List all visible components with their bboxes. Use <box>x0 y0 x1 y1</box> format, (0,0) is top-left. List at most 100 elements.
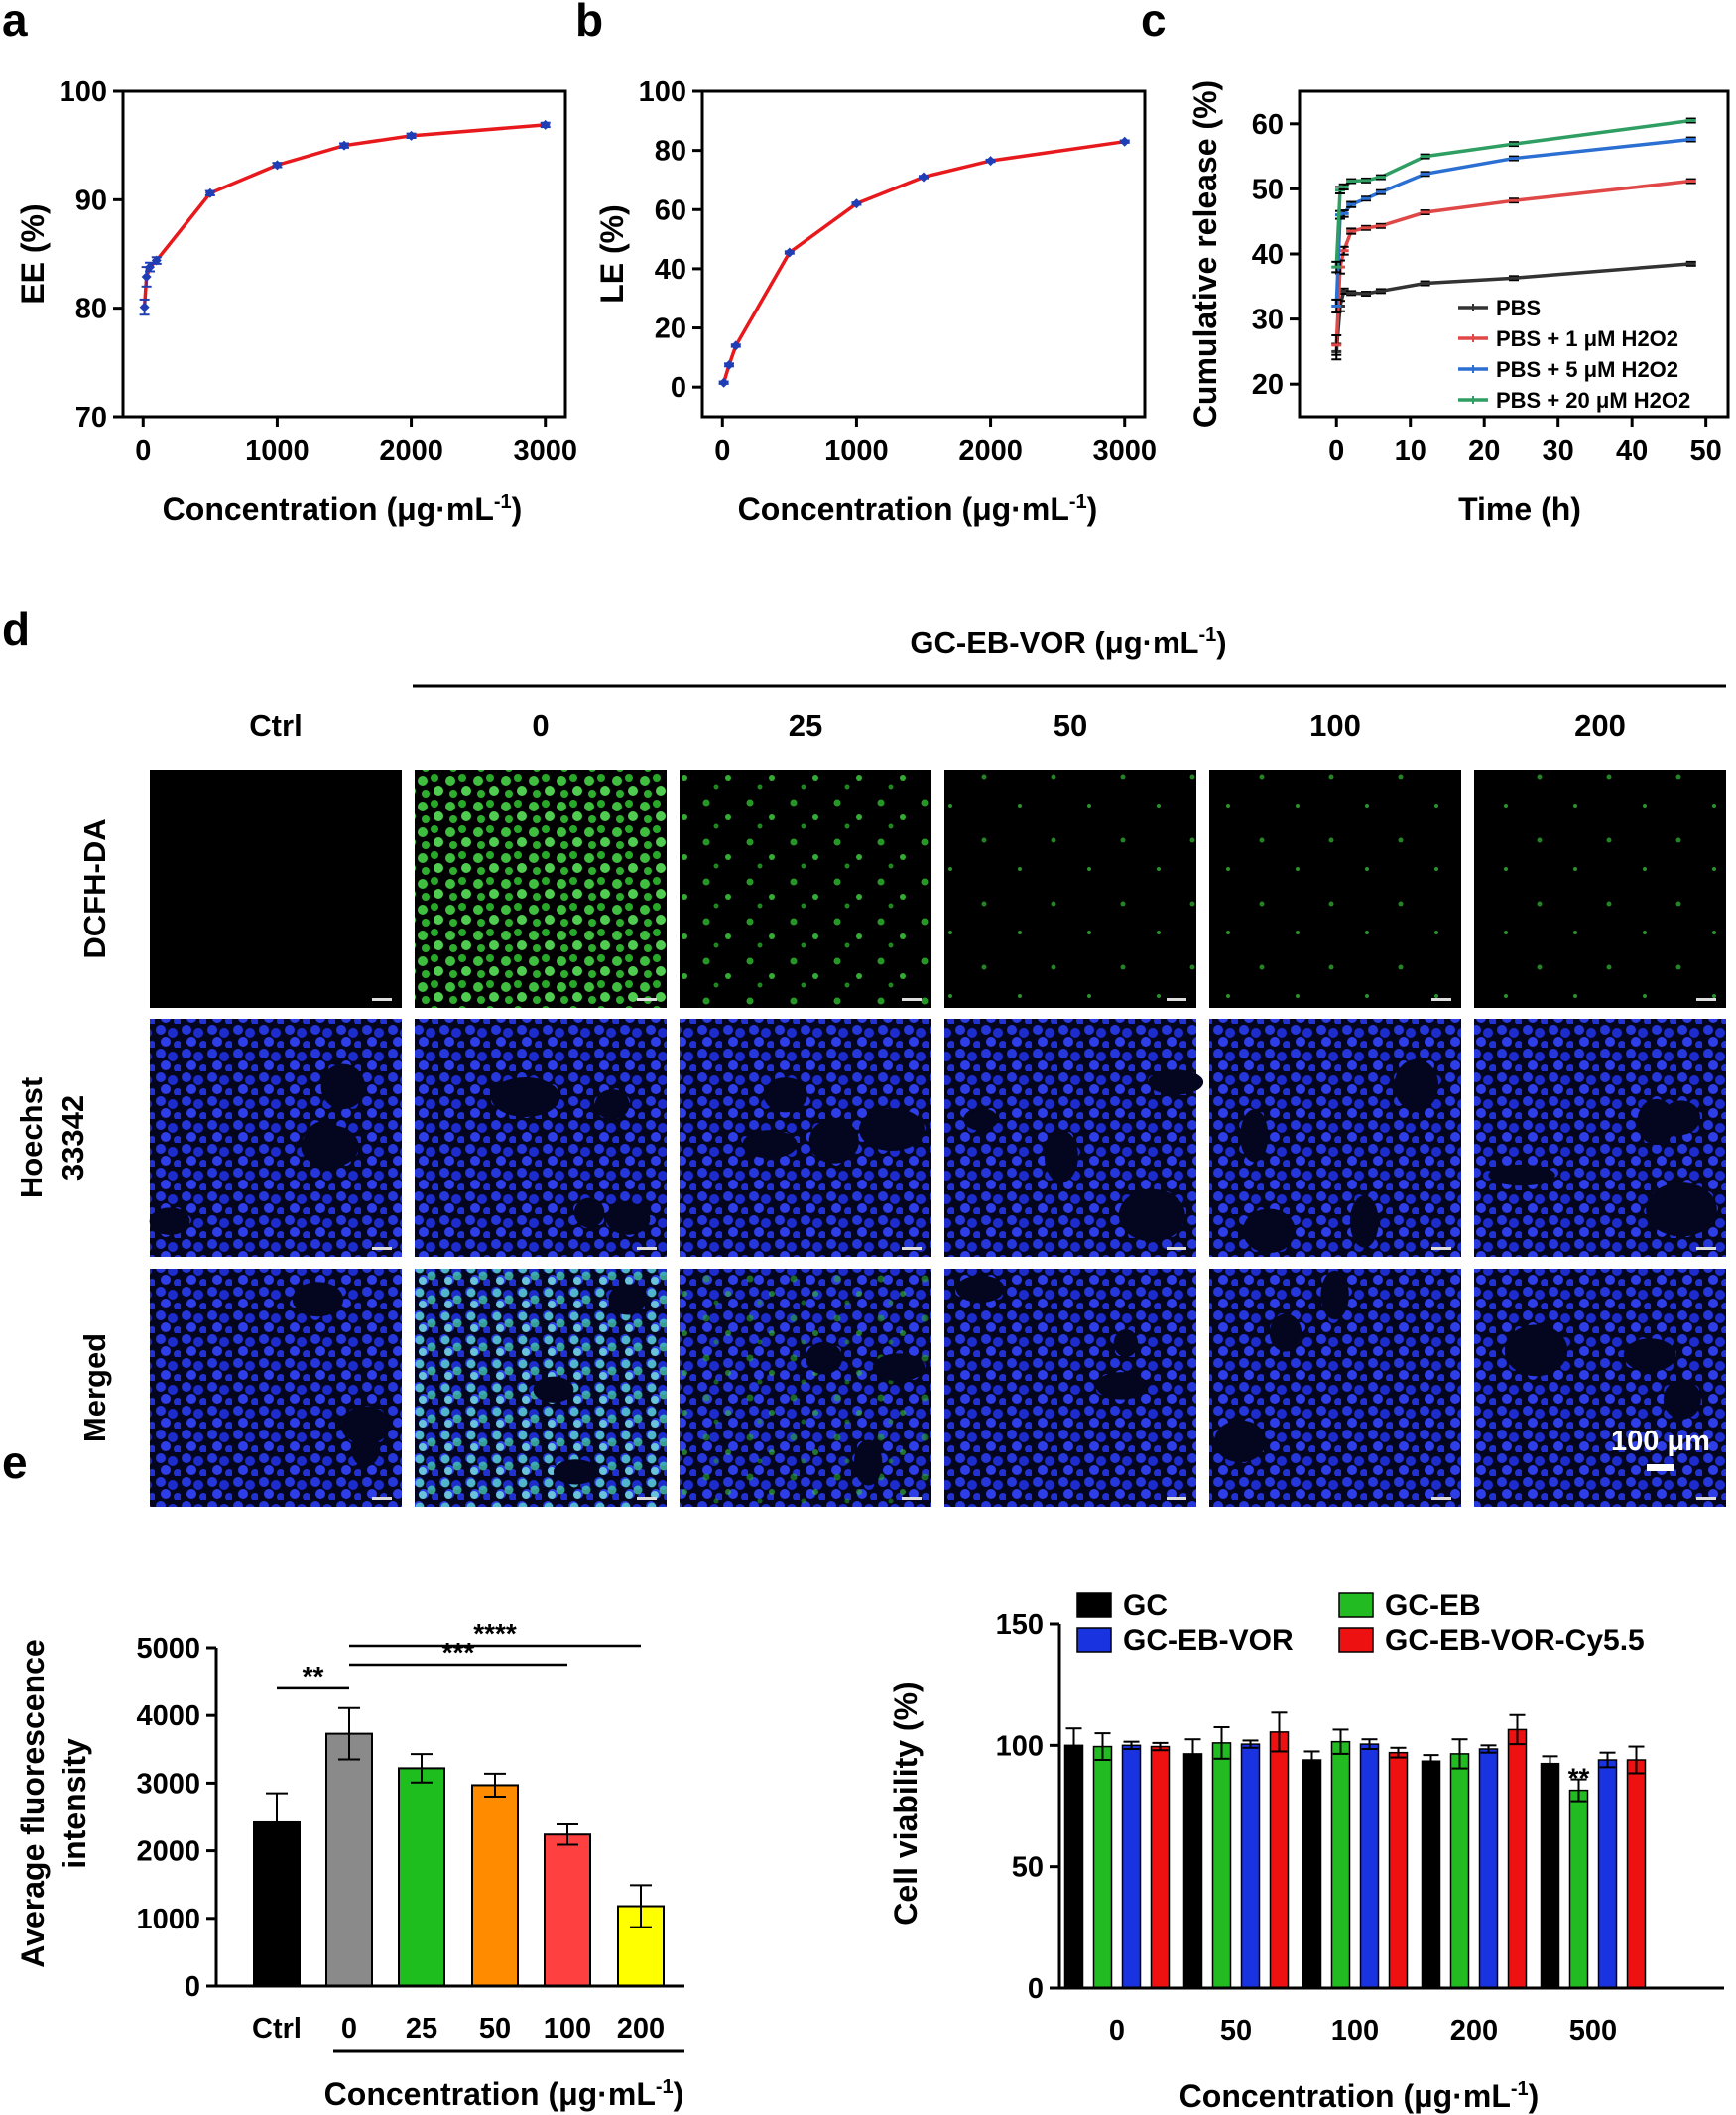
chart-b-point <box>730 340 741 351</box>
chart-f-bar-3-1 <box>1449 1753 1470 1989</box>
chart-c-y-title: Cumulative release (%) <box>1187 80 1223 428</box>
panel-letter-e: e <box>2 1436 28 1488</box>
hoechst-gap <box>1646 1182 1717 1237</box>
hoechst-gap <box>491 1076 560 1118</box>
hoechst-gap <box>963 1107 999 1131</box>
chart-b-x-title: Concentration (μg·mL-1) <box>738 491 1098 527</box>
chart-a-xtick-label: 1000 <box>245 435 310 467</box>
chart-a-frame <box>121 89 567 419</box>
column-label-0: Ctrl <box>249 708 302 743</box>
chart-c-xtick-label: 30 <box>1543 435 1574 467</box>
merged-overlay-2 <box>680 1269 931 1507</box>
chart-b-point <box>724 359 735 370</box>
chart-f-legend-swatch-1 <box>1338 1592 1374 1618</box>
chart-e-bar-3 <box>471 1784 519 1988</box>
chart-a-point <box>406 130 417 141</box>
chart-f-category-label: 100 <box>1331 2015 1379 2047</box>
chart-c-xtick-label: 50 <box>1690 435 1722 467</box>
chart-f-ytick-label: 50 <box>1012 1852 1044 1884</box>
chart-a: 0 1000 2000 3000 70 80 90 100 EE (%) Concentrat… <box>15 76 577 527</box>
chart-e-ytick-label: 0 <box>185 1971 200 2003</box>
chart-b-ytick-label: 80 <box>655 136 686 168</box>
merged-gap <box>1623 1338 1676 1372</box>
dcfh-cells-4 <box>1209 770 1461 1008</box>
chart-e-category-label: 25 <box>406 2013 437 2045</box>
tile-scale-bar <box>1167 998 1186 1001</box>
chart-f-bar-1-0 <box>1182 1753 1203 1989</box>
hoechst-gap <box>605 1202 651 1235</box>
chart-a-xtick-label: 2000 <box>379 435 443 467</box>
merged-gap <box>1320 1270 1349 1320</box>
chart-a-ytick-label: 80 <box>75 294 107 325</box>
merged-gap <box>1113 1329 1139 1358</box>
tile-scale-bar <box>902 1247 922 1250</box>
chart-b-point <box>985 156 996 167</box>
chart-f-category-label: 50 <box>1220 2015 1252 2047</box>
chart-f-legend-swatch-0 <box>1076 1592 1112 1618</box>
chart-f-legend-swatch-3 <box>1338 1627 1374 1653</box>
dcfh-cells-5 <box>1474 770 1726 1008</box>
chart-f-bar-3-3 <box>1507 1728 1528 1989</box>
chart-c-ytick-label: 30 <box>1252 305 1284 336</box>
chart-a-point <box>151 255 162 266</box>
tile-scale-bar <box>1431 1497 1451 1500</box>
chart-e-sig-label-1: *** <box>442 1637 475 1668</box>
chart-b-point <box>851 198 862 209</box>
chart-e-bar-4 <box>544 1833 591 1988</box>
chart-b-frame <box>700 89 1147 419</box>
column-label-3: 50 <box>1054 708 1087 743</box>
chart-f-bar-0-1 <box>1092 1745 1113 1989</box>
chart-c-ytick-label: 40 <box>1252 239 1284 271</box>
panel-d-header: GC-EB-VOR (μg·mL-1) <box>910 624 1226 660</box>
tile-scale-bar <box>902 1497 922 1500</box>
chart-f-legend-label-3: GC-EB-VOR-Cy5.5 <box>1385 1624 1645 1657</box>
row-label-hoechst-line2: 33342 <box>56 1095 90 1181</box>
hoechst-gap <box>1044 1129 1078 1183</box>
chart-e-ytick-label: 2000 <box>136 1836 200 1868</box>
panel-letter-d: d <box>2 603 30 655</box>
scale-bar <box>1647 1464 1674 1471</box>
merged-gap <box>955 1275 1005 1304</box>
tile-scale-bar <box>1167 1247 1186 1250</box>
chart-a-y-title: EE (%) <box>15 203 51 304</box>
chart-a-ytick-label: 90 <box>75 185 107 216</box>
chart-c-ytick-label: 50 <box>1252 174 1284 205</box>
chart-f-bar-1-3 <box>1269 1731 1290 1989</box>
chart-a-point <box>204 187 215 198</box>
chart-e-sig-label-2: **** <box>473 1618 517 1649</box>
chart-f-x-title: Concentration (μg·mL-1) <box>1179 2078 1540 2114</box>
merged-gap <box>608 1284 647 1315</box>
chart-f-category-label: 0 <box>1109 2015 1125 2047</box>
chart-f-legend-label-1: GC-EB <box>1385 1589 1481 1622</box>
chart-c-x-title: Time (h) <box>1458 491 1581 527</box>
chart-a-xtick-label: 0 <box>135 435 151 467</box>
hoechst-gap <box>149 1207 190 1235</box>
chart-f-bar-2-3 <box>1388 1751 1409 1989</box>
row-label-merged: Merged <box>77 1333 112 1442</box>
hoechst-gap <box>763 1077 807 1113</box>
chart-f-legend-label-2: GC-EB-VOR <box>1123 1624 1294 1657</box>
chart-f-bar-2-1 <box>1330 1740 1351 1989</box>
chart-e-ytick-label: 3000 <box>136 1768 200 1800</box>
chart-f-bar-4-2 <box>1597 1759 1618 1989</box>
dcfh-cells-2 <box>680 770 931 1008</box>
chart-b-ytick-label: 0 <box>671 372 686 404</box>
chart-c-xtick-label: 20 <box>1468 435 1500 467</box>
chart-f-ytick-label: 150 <box>996 1609 1044 1641</box>
dcfh-image-0 <box>150 770 402 1008</box>
chart-e-ytick-label: 4000 <box>136 1700 200 1732</box>
chart-b-ytick-label: 40 <box>655 254 686 286</box>
chart-b-point <box>919 172 929 183</box>
chart-c: 0 10 20 30 40 50 20 30 40 50 60 PBS PBS + 1 μM H2O2… <box>1187 80 1730 527</box>
merged-gap <box>872 1353 926 1382</box>
chart-e-category-label: Ctrl <box>252 2013 302 2045</box>
tile-scale-bar <box>372 1497 392 1500</box>
chart-e-ytick-label: 5000 <box>136 1633 200 1665</box>
chart-a-point <box>272 160 283 171</box>
chart-e-bar-2 <box>398 1767 445 1987</box>
chart-a-xtick-label: 3000 <box>513 435 577 467</box>
chart-b-point <box>718 377 729 388</box>
chart-b-ytick-label: 20 <box>655 313 686 345</box>
chart-a-series-line-0 <box>142 123 546 308</box>
